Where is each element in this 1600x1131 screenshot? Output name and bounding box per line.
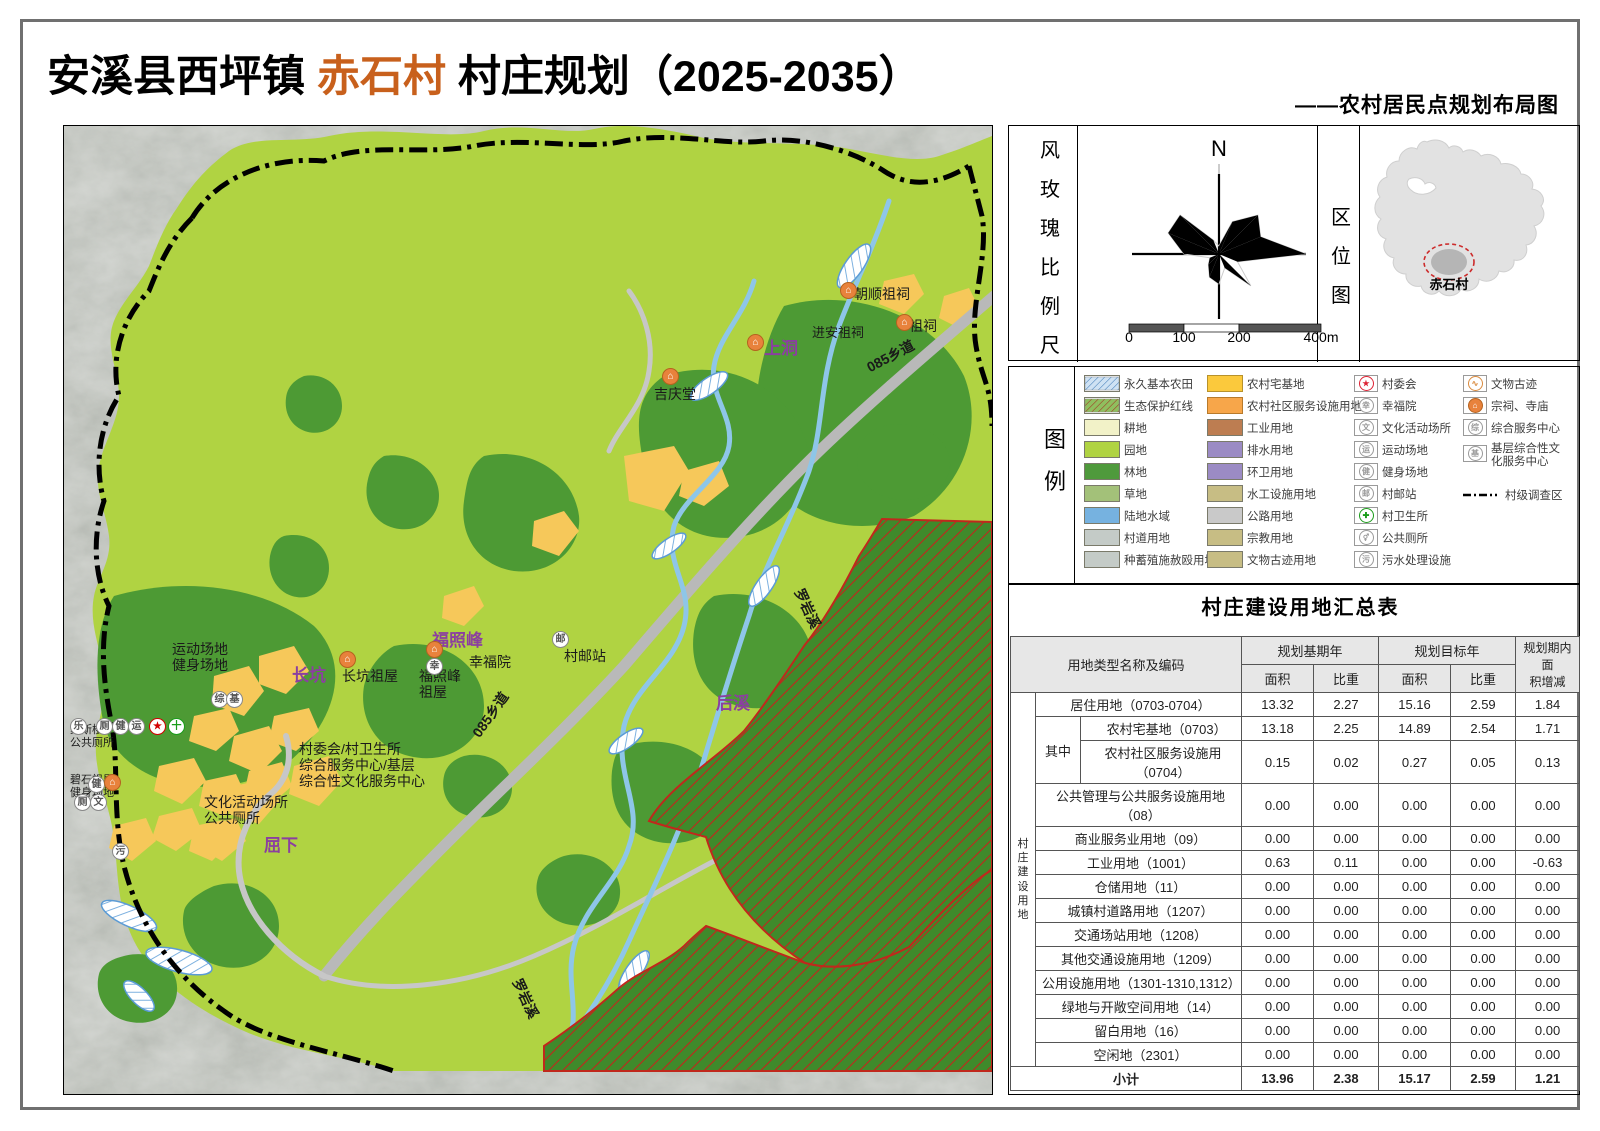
svg-text:赤石村: 赤石村: [1429, 277, 1468, 292]
svg-text:N: N: [1211, 136, 1227, 161]
